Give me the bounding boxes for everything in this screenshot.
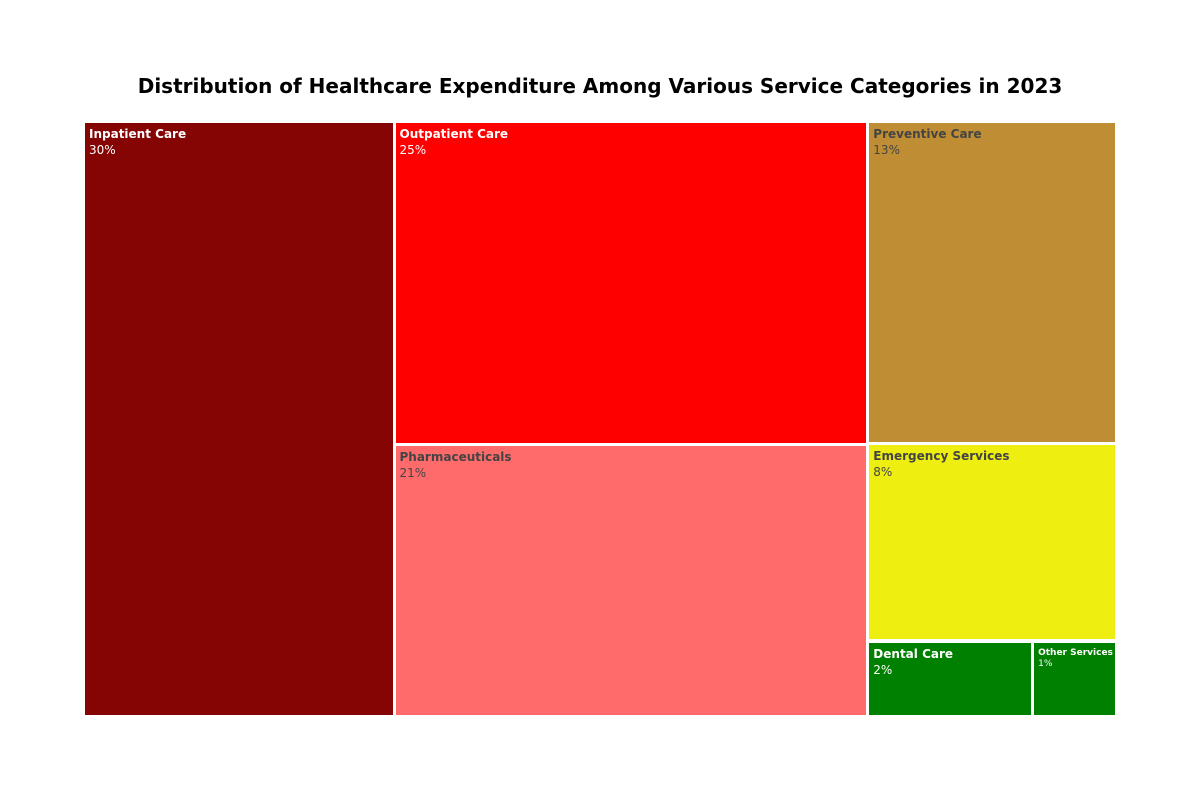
tile-value: 30% — [89, 143, 116, 157]
tile-pharmaceuticals: Pharmaceuticals 21% — [395, 446, 867, 715]
tile-label: Dental Care — [873, 646, 954, 661]
chart-title: Distribution of Healthcare Expenditure A… — [137, 74, 1063, 98]
treemap: Inpatient Care 30% Outpatient Care 25% P… — [85, 123, 1115, 715]
tile-label: Emergency Services — [873, 449, 1010, 464]
tile-value: 25% — [399, 143, 427, 157]
tile-value: 1% — [1038, 658, 1053, 669]
tile-inpatient-care: Inpatient Care 30% — [85, 123, 393, 715]
tile-value: 21% — [399, 466, 427, 481]
tile-value: 2% — [873, 662, 893, 677]
tile-label: Other Services — [1038, 647, 1113, 658]
tile-label: Inpatient Care — [89, 127, 187, 141]
tile-value: 8% — [873, 465, 893, 480]
tile-preventive-care: Preventive Care 13% — [869, 123, 1115, 443]
tile-outpatient-care: Outpatient Care 25% — [395, 123, 867, 444]
tile-emergency-services: Emergency Services 8% — [869, 445, 1115, 640]
tile-label: Outpatient Care — [399, 127, 509, 141]
tile-dental-care: Dental Care 2% — [869, 642, 1032, 715]
tile-other-services: Other Services 1% — [1034, 642, 1115, 715]
tile-label: Pharmaceuticals — [399, 450, 512, 465]
tile-value: 13% — [873, 143, 900, 157]
tile-label: Preventive Care — [873, 127, 982, 141]
